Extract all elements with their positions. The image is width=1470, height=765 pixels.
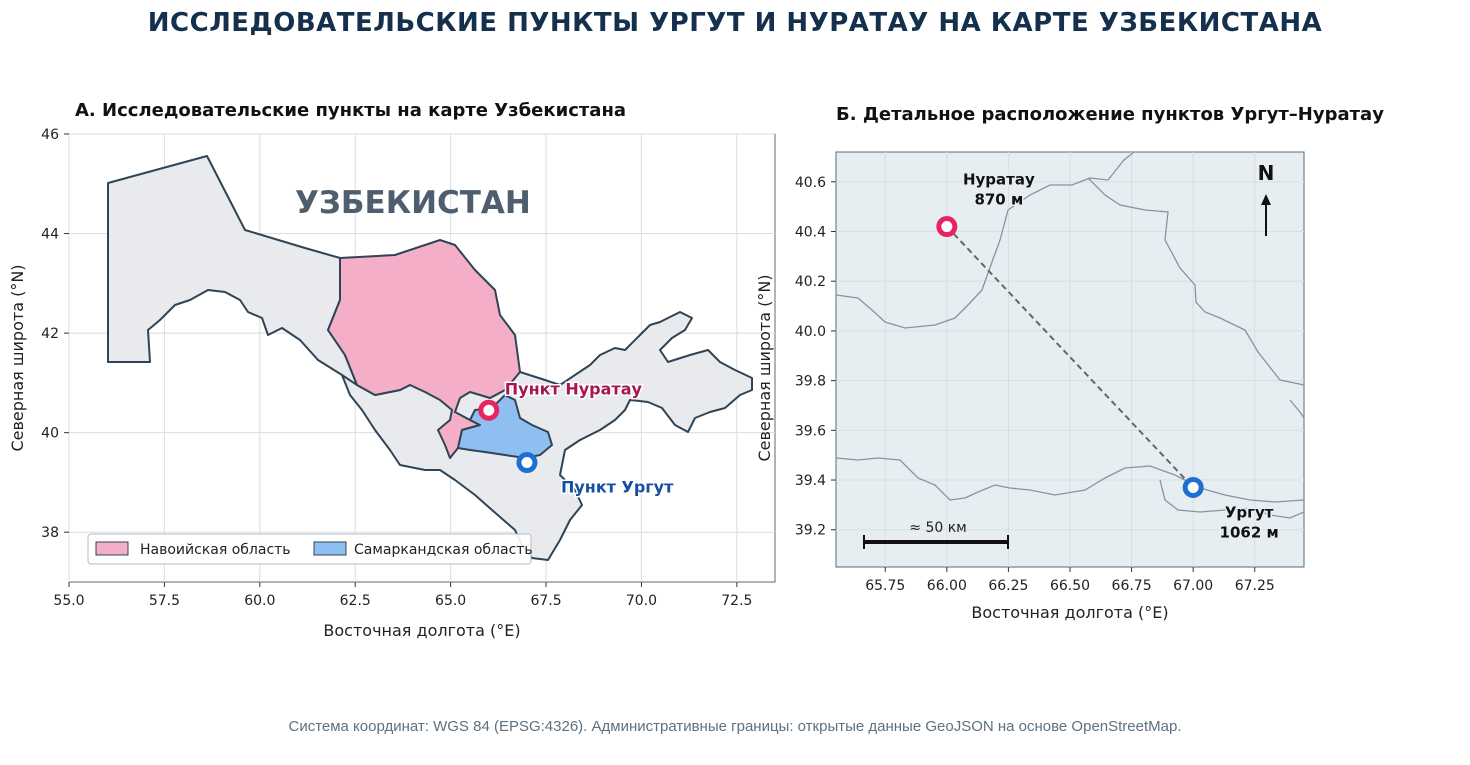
panel-b-ytick-label: 39.8 [795, 374, 826, 390]
site-marker [516, 452, 538, 474]
site-marker [478, 399, 500, 421]
scale-label: ≈ 50 км [909, 520, 966, 536]
panel-b-xtick-label: 66.25 [988, 578, 1028, 594]
panel-b-ytick-label: 39.4 [795, 473, 826, 489]
panel-b-ylabel: Северная широта (°N) [755, 274, 774, 461]
panel-a-legend: Навоийская область Самаркандская область [87, 533, 533, 565]
panel-b-xtick-label: 67.25 [1235, 578, 1275, 594]
legend-navoi-label: Навоийская область [140, 542, 291, 558]
panel-a-ticks: 55.0 57.5 60.0 62.5 65.0 67.5 70.0 72.5 38 40 42 44… [41, 127, 752, 609]
country-label: УЗБЕКИСТАН [295, 185, 531, 221]
site-marker [1182, 476, 1204, 498]
legend-samarkand-swatch [313, 541, 347, 556]
panel-a-ylabel: Северная широта (°N) [8, 264, 27, 451]
panel-a-xtick-label: 62.5 [340, 593, 371, 609]
legend-samarkand-label: Самаркандская область [354, 542, 533, 558]
panel-b-ytick-label: 40.2 [795, 274, 826, 290]
panel-b-ticks: 65.75 66.00 66.25 66.50 66.75 67.00 67.25 39.2 3… [795, 175, 1275, 594]
panel-a-xtick-label: 55.0 [53, 593, 84, 609]
panel-b-xtick-label: 67.00 [1173, 578, 1213, 594]
site-label: Пункт Нуратау [505, 379, 643, 398]
panel-a-xtick-label: 70.0 [626, 593, 657, 609]
panel-a-xtick-label: 65.0 [435, 593, 466, 609]
panel-b-xtick-label: 66.00 [927, 578, 967, 594]
panel-a-ytick-label: 46 [41, 127, 59, 143]
scale-bar: ≈ 50 км [863, 520, 1009, 549]
panel-b-title: Б. Детальное расположение пунктов Ургут–… [836, 104, 1384, 125]
east-district-boundary [1289, 399, 1305, 419]
site-name-label: Ургут [1225, 503, 1274, 521]
panel-a-ytick-label: 42 [41, 326, 59, 342]
panel-b-ytick-label: 40.4 [795, 225, 826, 241]
panel-b-boundaries [835, 151, 1305, 519]
panel-a-points: Пункт Нуратау Пункт Ургут [478, 378, 676, 498]
panel-a-map: Навоийская область Самаркандская область… [8, 127, 776, 640]
site-marker [936, 216, 958, 238]
panel-a-xlabel: Восточная долгота (°E) [323, 621, 520, 640]
north-arrow: N [1258, 161, 1275, 236]
panel-b-grid [836, 152, 1304, 567]
site-label: Пункт Ургут [561, 478, 674, 497]
site-elevation-label: 1062 м [1220, 523, 1279, 541]
navoi-samarkand-boundary [835, 151, 1135, 329]
panel-b-ytick-label: 39.2 [795, 523, 826, 539]
panel-b-xtick-label: 66.50 [1050, 578, 1090, 594]
panel-b-ytick-label: 40.6 [795, 175, 826, 191]
panel-a-ytick-label: 38 [41, 525, 59, 541]
panel-b-ytick-label: 39.6 [795, 423, 826, 439]
panel-a-title: А. Исследовательские пункты на карте Узб… [75, 100, 627, 121]
panel-b-points: Нуратау 870 м Ургут 1062 м [936, 169, 1280, 543]
site-elevation-label: 870 м [974, 191, 1023, 209]
main-title: ИССЛЕДОВАТЕЛЬСКИЕ ПУНКТЫ УРГУТ И НУРАТАУ… [147, 8, 1323, 38]
panel-b-xlabel: Восточная долгота (°E) [971, 603, 1168, 622]
urgut-district-boundary [1159, 479, 1305, 519]
panel-a-xtick-label: 57.5 [149, 593, 180, 609]
south-boundary [835, 457, 1305, 503]
panel-b-xtick-label: 65.75 [865, 578, 905, 594]
panel-b-ytick-label: 40.0 [795, 324, 826, 340]
north-label: N [1258, 161, 1275, 185]
panel-a-ytick-label: 40 [41, 426, 59, 442]
panel-a-xtick-label: 72.5 [721, 593, 752, 609]
legend-navoi-swatch [95, 541, 129, 556]
panel-a-xtick-label: 67.5 [530, 593, 561, 609]
site-name-label: Нуратау [963, 171, 1035, 189]
panel-a-xtick-label: 60.0 [244, 593, 275, 609]
panel-b-xtick-label: 66.75 [1112, 578, 1152, 594]
panel-a-ytick-label: 44 [41, 227, 59, 243]
footer-note: Система координат: WGS 84 (EPSG:4326). А… [288, 718, 1182, 735]
north-district-boundary [1087, 177, 1305, 386]
